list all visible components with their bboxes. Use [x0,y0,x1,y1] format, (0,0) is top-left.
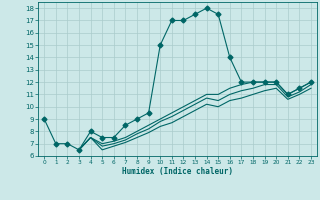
X-axis label: Humidex (Indice chaleur): Humidex (Indice chaleur) [122,167,233,176]
